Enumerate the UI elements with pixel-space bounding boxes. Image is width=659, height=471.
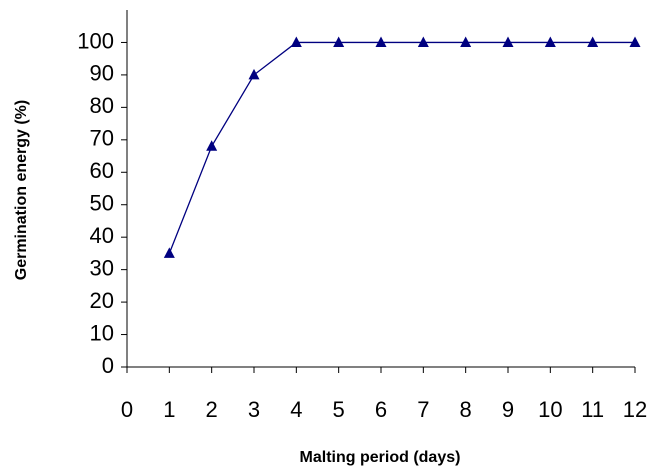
x-tick-label: 0 bbox=[121, 397, 133, 422]
x-tick-label: 9 bbox=[502, 397, 514, 422]
y-tick-label: 60 bbox=[90, 158, 114, 183]
x-tick-label: 6 bbox=[375, 397, 387, 422]
x-tick-label: 2 bbox=[206, 397, 218, 422]
y-tick-label: 80 bbox=[90, 93, 114, 118]
y-tick-label: 50 bbox=[90, 191, 114, 216]
marker bbox=[163, 247, 175, 258]
series-line bbox=[168, 41, 635, 254]
x-tick-label: 1 bbox=[163, 397, 175, 422]
x-tick-label: 10 bbox=[538, 397, 562, 422]
marker bbox=[290, 36, 302, 47]
x-tick-label: 11 bbox=[581, 397, 604, 422]
marker bbox=[417, 36, 429, 47]
y-tick-label: 90 bbox=[90, 61, 114, 86]
x-tick-label: 7 bbox=[417, 397, 429, 422]
y-axis-title: Germination energy (%) bbox=[13, 100, 30, 280]
marker bbox=[502, 36, 514, 47]
marker bbox=[375, 36, 387, 47]
marker bbox=[206, 140, 218, 151]
x-tick-label: 12 bbox=[623, 397, 647, 422]
marker bbox=[629, 36, 641, 47]
marker bbox=[460, 36, 472, 47]
y-tick-label: 10 bbox=[90, 320, 114, 345]
x-tick-label: 5 bbox=[333, 397, 345, 422]
x-tick-label: 4 bbox=[290, 397, 302, 422]
marker bbox=[248, 68, 260, 80]
x-axis-title: Malting period (days) bbox=[300, 449, 461, 466]
marker bbox=[544, 36, 556, 47]
x-tick-label: 3 bbox=[248, 397, 260, 422]
y-tick-label: 40 bbox=[90, 223, 114, 248]
marker bbox=[333, 36, 345, 47]
x-tick-label: 8 bbox=[460, 397, 472, 422]
y-tick-label: 0 bbox=[102, 353, 114, 378]
y-tick-label: 70 bbox=[90, 126, 114, 151]
y-tick-label: 100 bbox=[77, 28, 114, 53]
y-tick-label: 30 bbox=[90, 255, 114, 280]
y-tick-label: 20 bbox=[90, 288, 114, 313]
marker bbox=[587, 36, 599, 47]
